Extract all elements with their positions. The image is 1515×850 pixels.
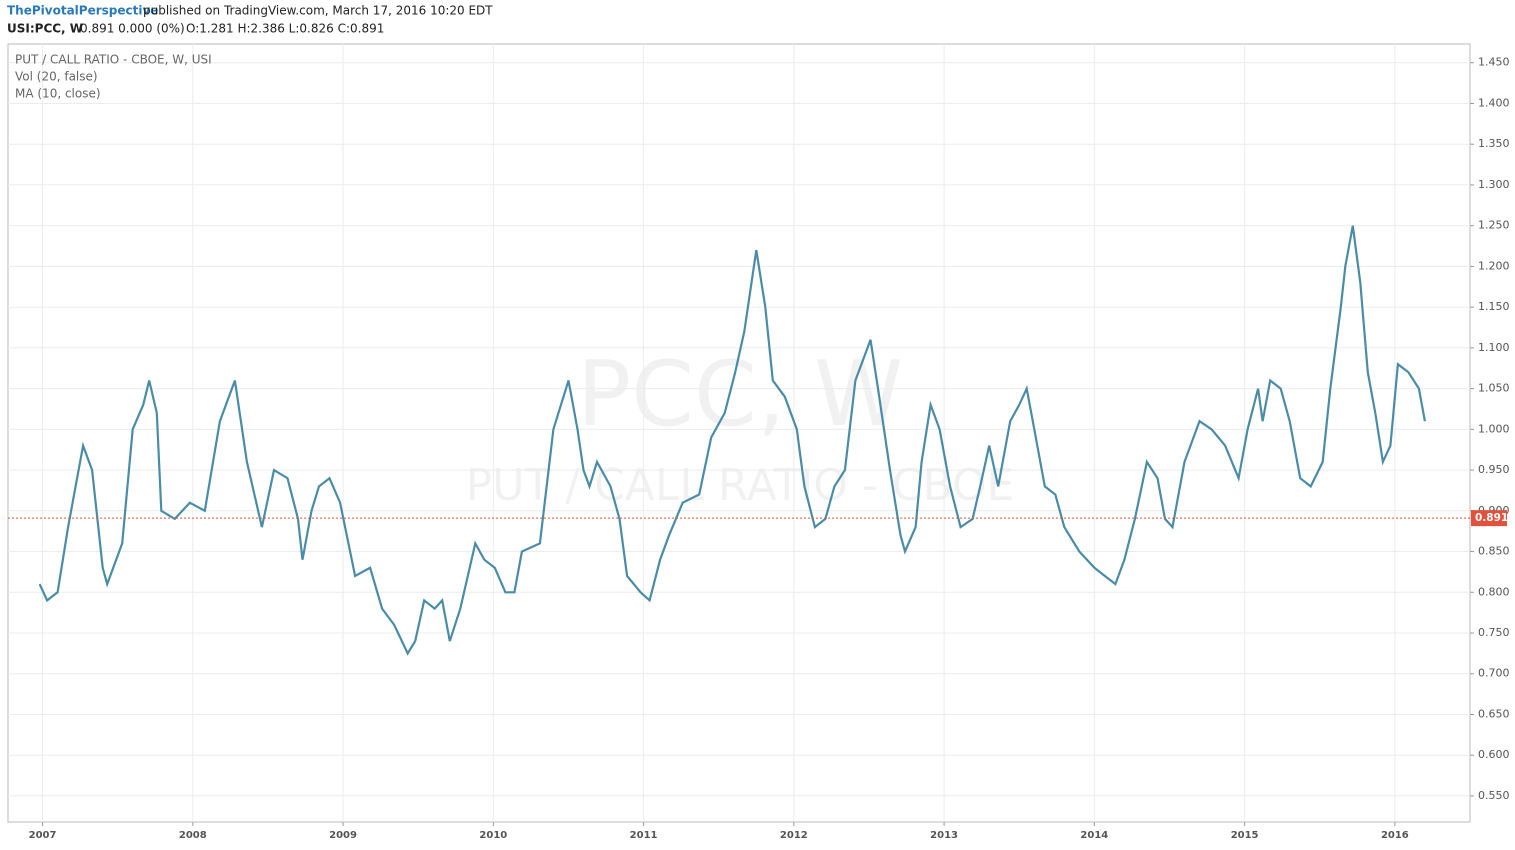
published: published on TradingView.com, March 17, …: [143, 4, 493, 18]
x-tick-label: 2013: [930, 830, 958, 841]
plot-area: [7, 43, 1471, 823]
y-tick-label: 0.650: [1478, 707, 1510, 720]
y-tick-label: 0.550: [1478, 789, 1510, 802]
x-tick-label: 2014: [1080, 830, 1108, 841]
x-tick-label: 2012: [780, 830, 808, 841]
ohlc: O:1.281 H:2.386 L:0.826 C:0.891: [186, 22, 384, 36]
price-label-box: [1471, 510, 1507, 527]
watermark-subtitle: PUT / CALL RATIO - CBOE: [466, 460, 1015, 511]
y-tick-label: 1.350: [1478, 137, 1510, 150]
y-tick-label: 1.150: [1478, 300, 1510, 313]
author[interactable]: ThePivotalPerspective: [7, 4, 158, 18]
chart-title: PUT / CALL RATIO - CBOE, W, USI: [15, 53, 212, 67]
symbol: USI:PCC, W: [7, 22, 83, 36]
x-tick-label: 2016: [1381, 830, 1409, 841]
x-tick-label: 2009: [329, 830, 357, 841]
legend-entry: MA (10, close): [15, 87, 101, 101]
x-tick-label: 2011: [630, 830, 658, 841]
change: 0.891 0.000 (0%): [80, 22, 185, 36]
grid: [8, 44, 1474, 826]
x-tick-label: 2008: [179, 830, 207, 841]
ma-line: [38, 225, 1426, 656]
y-tick-label: 1.300: [1478, 178, 1510, 191]
y-tick-label: 1.000: [1478, 422, 1510, 435]
y-tick-label: 1.050: [1478, 382, 1510, 395]
x-tick-label: 2010: [479, 830, 507, 841]
y-tick-label: 1.250: [1478, 219, 1510, 232]
indicator-label: Vol (20, false): [15, 70, 98, 84]
y-tick-label: 0.600: [1478, 748, 1510, 761]
price-label: 0.891: [1475, 512, 1508, 524]
y-tick-label: 0.950: [1478, 463, 1510, 476]
y-tick-label: 1.450: [1478, 56, 1510, 69]
y-tick-label: 0.750: [1478, 626, 1510, 639]
marks: [8, 225, 1470, 656]
y-tick-label: 0.850: [1478, 545, 1510, 558]
x-tick-label: 2007: [29, 830, 57, 841]
y-tick-label: 1.100: [1478, 341, 1510, 354]
y-tick-label: 1.400: [1478, 96, 1510, 109]
y-tick-label: 0.700: [1478, 667, 1510, 680]
y-tick-label: 0.800: [1478, 585, 1510, 598]
y-tick-label: 1.200: [1478, 259, 1510, 272]
x-tick-label: 2015: [1231, 830, 1259, 841]
